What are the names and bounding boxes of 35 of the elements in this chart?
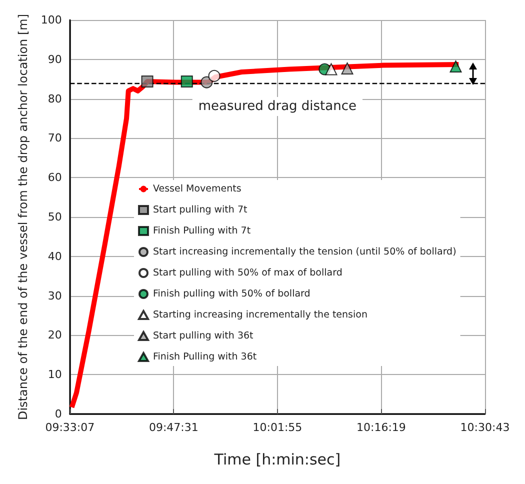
- y-tick-label: 20: [48, 328, 62, 342]
- legend-label: Finish pulling with 50% of bollard: [153, 288, 310, 300]
- point: [325, 63, 338, 76]
- y-tick-label: 50: [48, 210, 62, 224]
- x-tick-label: 10:01:55: [252, 421, 302, 434]
- legend-label: Start increasing incrementally the tension (until 50% of bollard): [153, 246, 456, 258]
- y-tick-label: 80: [48, 92, 62, 106]
- legend-label: Start pulling with 36t: [153, 330, 254, 342]
- x-tick-label: 10:30:43: [460, 421, 510, 434]
- legend-label: Starting increasing incrementally the tension: [153, 310, 368, 320]
- x-axis-title: Time [h:min:sec]: [213, 450, 341, 468]
- point: [200, 76, 213, 88]
- y-tick-label: 10: [48, 368, 62, 382]
- legend-label: Start pulling with 7t: [153, 204, 248, 216]
- y-tick-label: 100: [40, 14, 62, 26]
- ref-line-label: measured drag distance: [198, 99, 357, 114]
- y-tick-label: 30: [48, 289, 62, 302]
- point: [341, 62, 354, 74]
- y-tick-label: 60: [48, 171, 62, 184]
- y-tick-label: 0: [54, 408, 62, 420]
- y-tick-label: 70: [48, 132, 62, 145]
- legend-label: Finish Pulling with 36t: [153, 352, 257, 362]
- legend-label: Start pulling with 50% of max of bollard: [153, 268, 342, 278]
- point: [141, 75, 154, 88]
- x-tick-label: 09:33:07: [45, 421, 95, 434]
- point: [450, 60, 462, 72]
- legend-label: Vessel Movements: [153, 184, 242, 194]
- y-axis-title: Distance of the end of the vessel from the drop anchor location [m]: [16, 14, 30, 420]
- point: [180, 75, 193, 88]
- y-tick-label: 90: [48, 52, 62, 66]
- point: [208, 70, 220, 82]
- x-tick-label: 09:47:31: [148, 421, 198, 434]
- legend-label: Finish Pulling with 7t: [153, 226, 251, 236]
- x-tick-label: 10:16:19: [356, 421, 406, 434]
- y-tick-label: 40: [48, 250, 62, 263]
